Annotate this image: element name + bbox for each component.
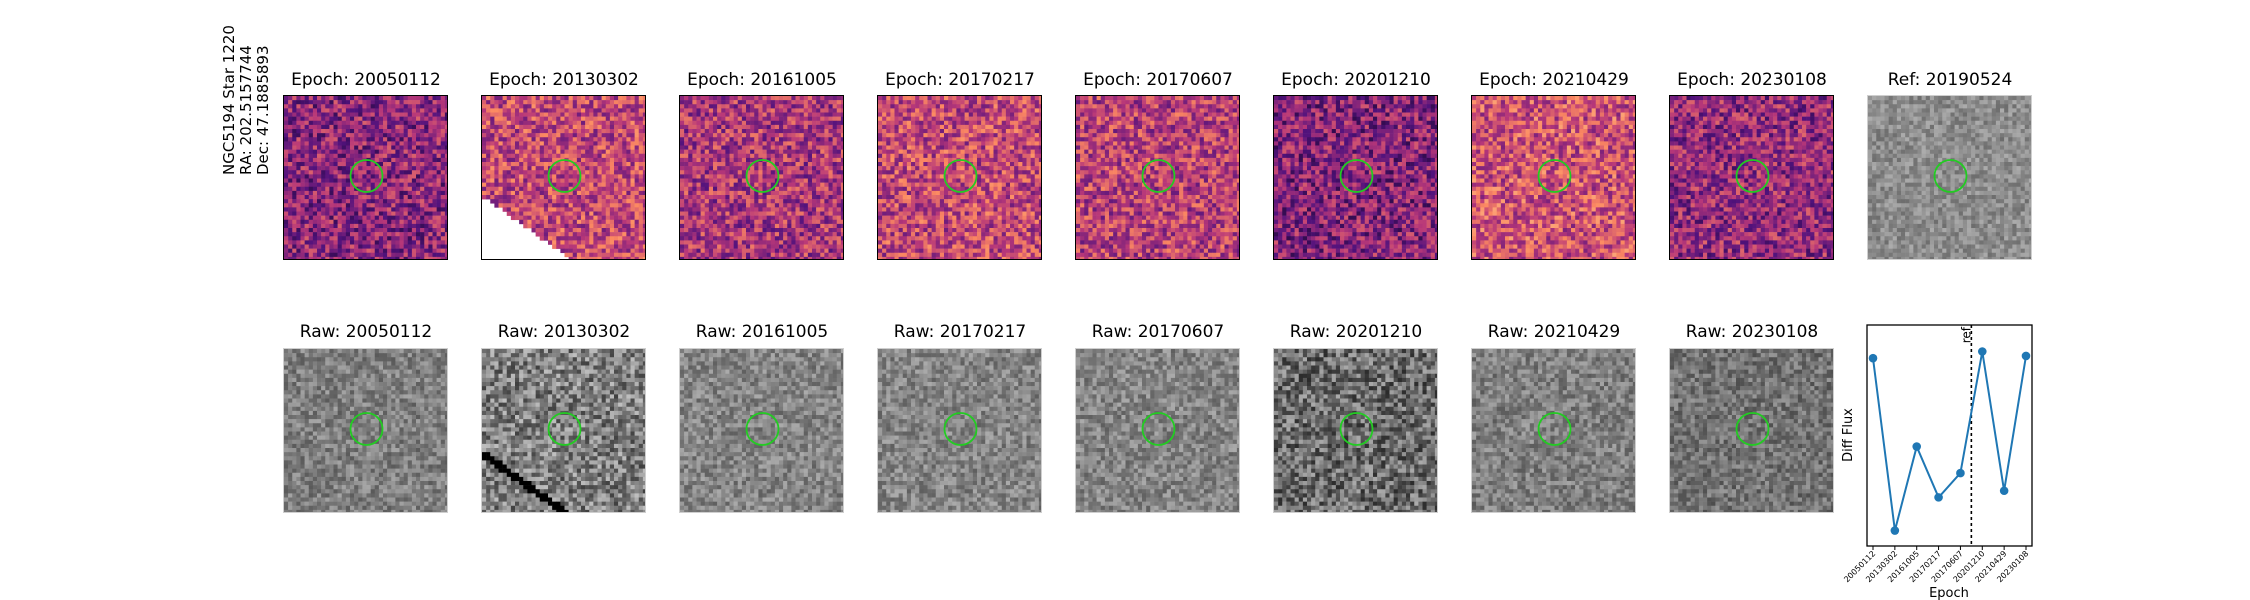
ref-stamp [1867, 95, 2032, 260]
diff-title-5: Epoch: 20170607 [1058, 70, 1258, 90]
diff-stamp-4 [877, 95, 1042, 260]
raw-stamp-5 [1075, 348, 1240, 513]
diff-title-7: Epoch: 20210429 [1454, 70, 1654, 90]
ref-title: Ref: 20190524 [1850, 70, 2050, 90]
diff-stamp-2 [481, 95, 646, 260]
raw-title-5: Raw: 20170607 [1058, 322, 1258, 342]
data-point [2021, 351, 2031, 361]
data-point [1912, 442, 1922, 451]
diff-title-4: Epoch: 20170217 [860, 70, 1060, 90]
diff-title-8: Epoch: 20230108 [1652, 70, 1852, 90]
diff-stamp-3 [679, 95, 844, 260]
diff-stamp-8 [1669, 95, 1834, 260]
raw-stamp-8 [1669, 348, 1834, 513]
raw-stamp-3 [679, 348, 844, 513]
data-point [1890, 526, 1900, 535]
object-label: NGC5194 Star 1220 RA: 202.5157744 Dec: 4… [220, 25, 272, 175]
diff-title-1: Epoch: 20050112 [266, 70, 466, 90]
diff-stamp-6 [1273, 95, 1438, 260]
raw-title-3: Raw: 20161005 [662, 322, 862, 342]
y-axis-label: Diff Flux [1841, 408, 1856, 462]
data-point [1977, 347, 1987, 356]
diff-stamp-1 [283, 95, 448, 260]
raw-stamp-6 [1273, 348, 1438, 513]
object-ra: RA: 202.5157744 [237, 25, 255, 175]
raw-title-4: Raw: 20170217 [860, 322, 1060, 342]
raw-title-8: Raw: 20230108 [1652, 322, 1852, 342]
diff-title-6: Epoch: 20201210 [1256, 70, 1456, 90]
data-point [1956, 468, 1965, 478]
diff-title-2: Epoch: 20130302 [464, 70, 664, 90]
series-line [1872, 351, 2027, 531]
data-point [1868, 353, 1878, 363]
object-dec: Dec: 47.1885893 [254, 25, 272, 175]
data-point [1934, 493, 1943, 502]
diff-stamp-5 [1075, 95, 1240, 260]
diff-title-3: Epoch: 20161005 [662, 70, 862, 90]
ref-label: ref [1959, 326, 1973, 343]
raw-stamp-7 [1471, 348, 1636, 513]
raw-title-1: Raw: 20050112 [266, 322, 466, 342]
flux-light-curve: ref 200501122013030220161005201702172017… [1841, 324, 2033, 600]
data-point [1999, 486, 2009, 496]
raw-title-2: Raw: 20130302 [464, 322, 664, 342]
raw-stamp-2 [481, 348, 646, 513]
raw-title-6: Raw: 20201210 [1256, 322, 1456, 342]
raw-stamp-4 [877, 348, 1042, 513]
series-points [1868, 347, 2031, 535]
raw-title-7: Raw: 20210429 [1454, 322, 1654, 342]
x-axis-label: Epoch [1929, 586, 1969, 600]
raw-stamp-1 [283, 348, 448, 513]
object-name: NGC5194 Star 1220 [220, 25, 238, 175]
x-ticks: 2005011220130302201610052017021720170607… [1842, 546, 2030, 584]
diff-stamp-7 [1471, 95, 1636, 260]
plot-frame [1866, 324, 2033, 547]
